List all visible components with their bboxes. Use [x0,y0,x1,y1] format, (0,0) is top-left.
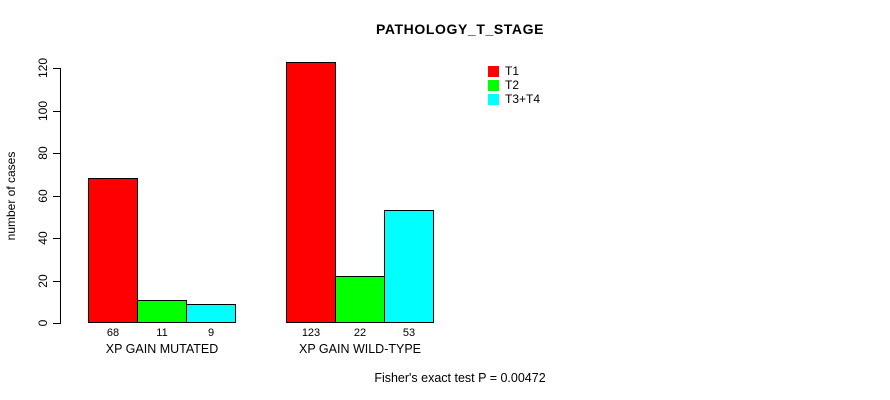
y-tick-label: 40 [36,231,50,245]
y-tick-label: 20 [36,274,50,288]
legend-swatch-icon [488,79,499,91]
chart-title: PATHOLOGY_T_STAGE [375,21,545,37]
y-tick-label: 60 [36,189,50,203]
legend-swatch-icon [488,65,499,77]
bar-T2-XP GAIN WILD-TYPE [335,276,385,323]
legend-item-T3+T4: T3+T4 [488,92,540,106]
y-tick-mark [53,196,61,197]
category-label: XP GAIN WILD-TYPE [298,342,421,356]
y-tick-label: 100 [36,100,50,122]
bar-value-label: 11 [156,327,168,339]
legend-label: T1 [505,64,520,78]
y-tick-mark [53,281,61,282]
bar-T2-XP GAIN MUTATED [137,300,187,323]
bar-value-label: 22 [353,327,367,339]
bar-T3+T4-XP GAIN WILD-TYPE [384,210,434,323]
legend: T1 T2 T3+T4 [488,64,540,106]
legend-label: T3+T4 [505,92,541,106]
annotation-text: Fisher's exact test P = 0.00472 [374,371,546,385]
y-tick-mark [53,153,61,154]
legend-item-T1: T1 [488,64,540,78]
bar-T3+T4-XP GAIN MUTATED [186,304,236,323]
y-axis-title: number of cases [4,151,18,241]
y-tick-label: 120 [36,57,50,79]
y-tick-mark [53,323,61,324]
y-tick-label: 0 [36,319,50,327]
legend-label: T2 [505,78,520,92]
y-tick-mark [53,68,61,69]
bar-T1-XP GAIN MUTATED [88,178,138,323]
bar-value-label: 68 [106,327,120,339]
bar-value-label: 53 [402,327,416,339]
bar-value-label: 123 [301,327,321,339]
bar-value-label: 9 [207,327,215,339]
category-label: XP GAIN MUTATED [105,342,219,356]
y-tick-mark [53,111,61,112]
legend-item-T2: T2 [488,78,540,92]
legend-swatch-icon [488,93,499,105]
bar-T1-XP GAIN WILD-TYPE [286,62,336,323]
y-tick-mark [53,238,61,239]
y-tick-label: 80 [36,146,50,160]
